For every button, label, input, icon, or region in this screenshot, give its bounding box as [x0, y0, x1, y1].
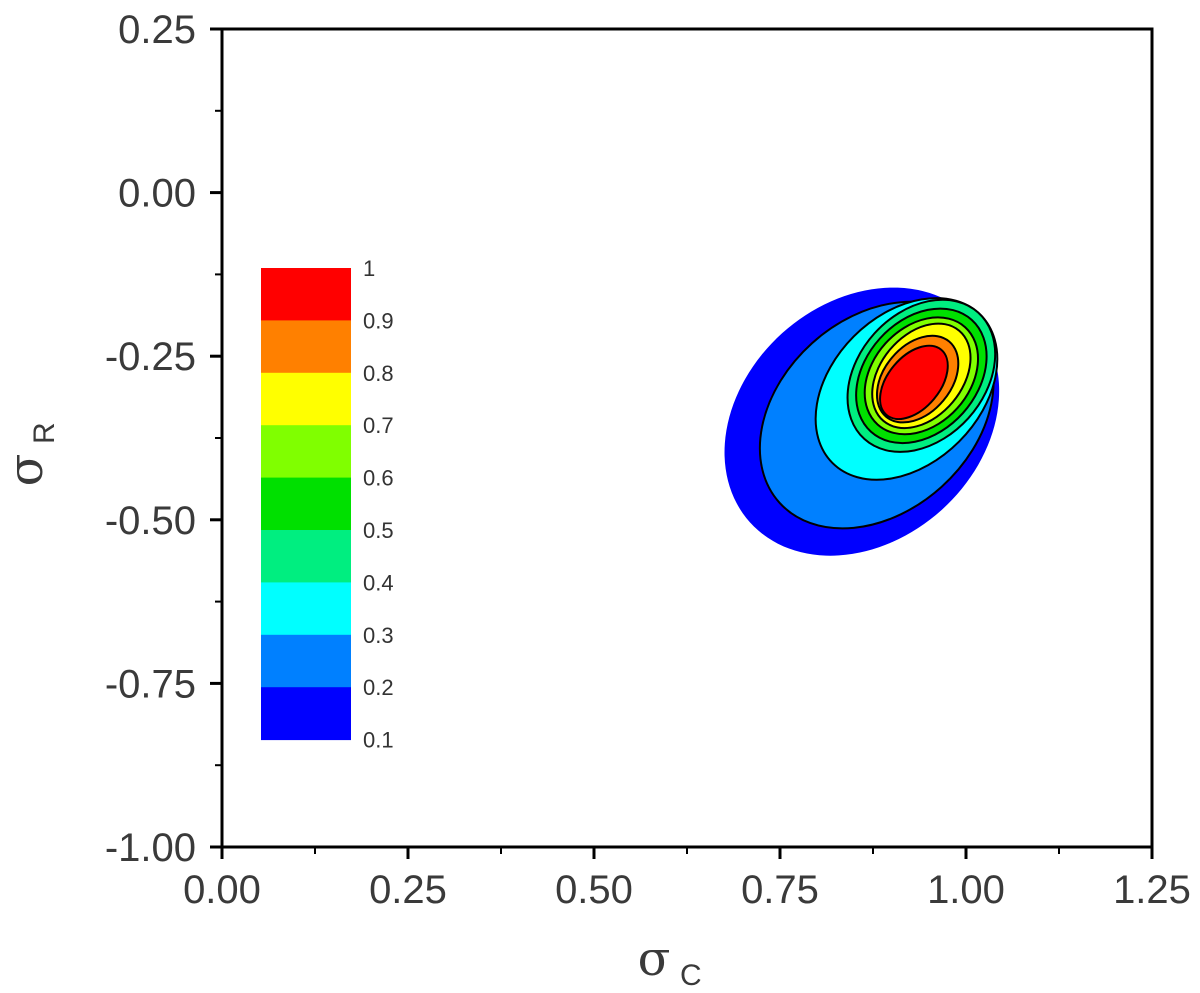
x-tick-label: 1.25	[1113, 868, 1191, 912]
x-axis: 0.00 0.25 0.50 0.75 1.00 1.25	[183, 847, 1191, 912]
y-tick-label: -0.50	[105, 499, 196, 543]
colorbar-swatch	[261, 530, 351, 583]
plot-frame	[220, 27, 1154, 849]
x-tick-label: 0.25	[369, 868, 447, 912]
colorbar-label: 0.6	[363, 466, 394, 491]
colorbar-swatch	[261, 425, 351, 479]
y-tick-label: 0.25	[118, 8, 196, 52]
colorbar-label: 0.8	[363, 361, 394, 386]
colorbar-label: 1	[363, 256, 375, 281]
x-axis-title-subscript: C	[680, 959, 702, 992]
x-tick-label: 1.00	[927, 868, 1005, 912]
contour-band-0.9	[879, 344, 949, 421]
colorbar-swatch	[261, 634, 351, 688]
x-axis-title: σ	[638, 931, 671, 987]
y-tick-label: -0.25	[105, 335, 196, 379]
colorbar-swatch	[261, 372, 351, 426]
y-tick-label: -1.00	[105, 826, 196, 870]
colorbar-label: 0.9	[363, 308, 394, 333]
y-axis: 0.25 0.00 -0.25 -0.50 -0.75 -1.00	[105, 8, 222, 870]
y-axis-title: σ	[0, 454, 54, 487]
colorbar-swatch	[261, 320, 351, 374]
y-tick-label: 0.00	[118, 172, 196, 216]
colorbar-label: 0.2	[363, 675, 394, 700]
colorbar-swatch	[261, 582, 351, 636]
colorbar-swatch	[261, 687, 351, 741]
colorbar-swatch	[261, 477, 351, 531]
plot-area	[724, 287, 1000, 556]
colorbar-label: 0.5	[363, 518, 394, 543]
colorbar-label: 0.4	[363, 570, 394, 595]
colorbar-label: 0.1	[363, 728, 394, 753]
colorbar-label: 0.3	[363, 623, 394, 648]
x-tick-label: 0.00	[183, 868, 261, 912]
colorbar-legend: 1 0.9 0.8 0.7 0.6 0.5 0.4 0.3 0.2 0.1	[261, 256, 394, 753]
x-tick-label: 0.50	[555, 868, 633, 912]
x-tick-label: 0.75	[741, 868, 819, 912]
y-axis-title-subscript: R	[28, 422, 61, 444]
y-tick-label: -0.75	[105, 662, 196, 706]
colorbar-label: 0.7	[363, 413, 394, 438]
colorbar-swatch	[261, 268, 351, 321]
